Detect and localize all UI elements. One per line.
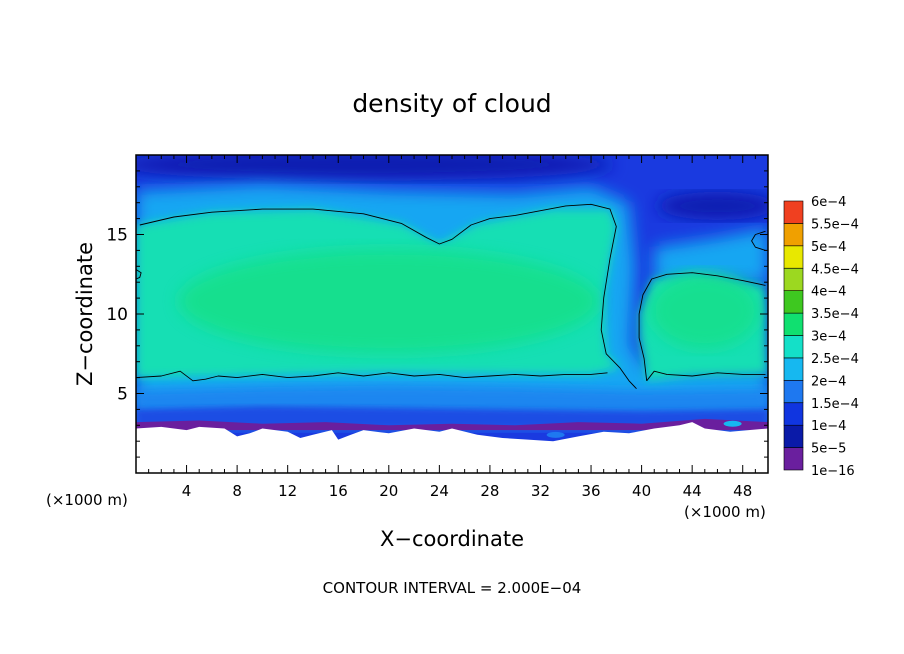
contour-interval-note: CONTOUR INTERVAL = 2.000E−04 [323, 579, 582, 597]
field-base-pocket [546, 431, 565, 438]
heatmap-field [136, 155, 768, 473]
colorbar-label: 1e−4 [811, 419, 846, 434]
colorbar-label: 2e−4 [811, 374, 846, 389]
colorbar-swatch [783, 357, 804, 381]
colorbar-swatch [783, 312, 804, 336]
colorbar-label: 4e−4 [811, 285, 846, 300]
contour-line-4 [751, 230, 766, 251]
field-core-bright [178, 249, 599, 354]
x-tick-label: 36 [581, 482, 600, 500]
x-tick-label: 4 [182, 482, 192, 500]
x-tick-label: 12 [278, 482, 297, 500]
colorbar-label: 6e−4 [811, 195, 846, 210]
y-tick-label: 10 [106, 305, 128, 325]
colorbar-label: 1e−16 [811, 464, 855, 479]
x-tick-label: 44 [683, 482, 702, 500]
contour-lines [136, 203, 766, 390]
colorbar-swatch [783, 200, 804, 224]
x-tick-label: 28 [480, 482, 499, 500]
colorbar-swatch [783, 447, 804, 471]
x-axis-label: X−coordinate [380, 527, 524, 551]
y-tick-label: 15 [106, 226, 128, 246]
colorbar-swatch [783, 223, 804, 247]
x-tick-label: 24 [430, 482, 449, 500]
x-tick-label: 32 [531, 482, 550, 500]
colorbar-swatch [783, 424, 804, 448]
x-tick-label: 8 [232, 482, 242, 500]
x-tick-label: 16 [329, 482, 348, 500]
contour-line-0 [139, 203, 637, 390]
field-below-cloud [136, 422, 768, 473]
colorbar-label: 1.5e−4 [811, 397, 859, 412]
x-tick-label: 40 [632, 482, 651, 500]
colorbar-swatch [783, 379, 804, 403]
colorbar-swatch [783, 335, 804, 359]
y-axis-label: Z−coordinate [73, 242, 97, 386]
x-tick-label: 20 [379, 482, 398, 500]
y-tick-label: 5 [117, 385, 128, 405]
field-top-dark [136, 155, 614, 181]
colorbar-swatch [783, 245, 804, 269]
y-unit-label: (×1000 m) [46, 491, 128, 509]
colorbar-swatch [783, 290, 804, 314]
colorbar-label: 5e−5 [811, 442, 846, 457]
colorbar-label: 4.5e−4 [811, 262, 859, 277]
field-top-dark-right [657, 191, 768, 220]
contour-line-2 [638, 272, 766, 381]
colorbar-swatch [783, 402, 804, 426]
contour-line-3 [646, 370, 766, 382]
colorbar-label: 3.5e−4 [811, 307, 859, 322]
field-base-pocket-right [723, 420, 742, 427]
colorbar: 1e−16 5e−5 1e−4 1.5e−4 2e−4 2.5e−4 3e−4 3.5e−4 4… [783, 195, 859, 479]
colorbar-label: 5.5e−4 [811, 217, 859, 232]
contour-line-5 [136, 269, 142, 280]
contour-line-1 [136, 370, 608, 382]
field-right-band [654, 228, 768, 283]
field-base-layer [136, 418, 768, 431]
x-unit-label: (×1000 m) [684, 503, 766, 521]
colorbar-label: 2.5e−4 [811, 352, 859, 367]
field-right-bright [649, 272, 760, 349]
colorbar-label: 5e−4 [811, 240, 846, 255]
colorbar-label: 3e−4 [811, 330, 846, 345]
chart-title: density of cloud [352, 89, 551, 118]
colorbar-swatch [783, 267, 804, 291]
x-tick-label: 48 [733, 482, 752, 500]
